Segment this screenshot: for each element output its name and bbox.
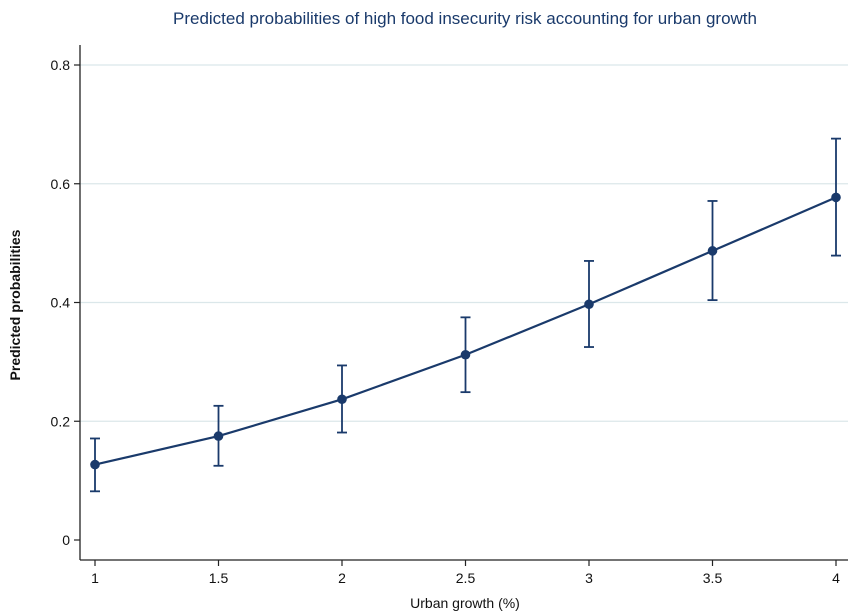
y-tick-label: 0.8	[51, 57, 71, 73]
data-point	[584, 299, 594, 310]
y-tick-label: 0.6	[51, 176, 71, 192]
grid-layer	[80, 64, 848, 422]
x-tick-label: 4	[832, 570, 840, 586]
data-point	[213, 431, 224, 441]
x-tick-label: 1.5	[209, 570, 229, 586]
data-point	[460, 349, 471, 360]
y-tick-label: 0	[62, 532, 70, 548]
x-tick-label: 2	[338, 570, 346, 586]
data-point	[831, 192, 841, 203]
x-tick-label: 3.5	[703, 570, 723, 586]
x-tick-label: 1	[91, 570, 99, 586]
y-tick-label: 0.4	[51, 295, 71, 311]
data-point	[337, 394, 347, 405]
y-axis-label: Predicted probabilities	[7, 229, 23, 380]
x-tick-label: 3	[585, 570, 593, 586]
x-axis-label: Urban growth (%)	[410, 595, 520, 611]
data-point	[707, 246, 718, 256]
x-tick-label: 2.5	[456, 570, 476, 586]
chart-title: Predicted probabilities of high food ins…	[173, 9, 757, 28]
ticks-layer: 0 0.2 0.4 0.6 0.8 1 1.5 2 2.5 3 3.5 4	[51, 57, 841, 586]
series-layer	[90, 137, 841, 493]
data-point	[90, 459, 100, 470]
y-tick-label: 0.2	[51, 413, 71, 429]
